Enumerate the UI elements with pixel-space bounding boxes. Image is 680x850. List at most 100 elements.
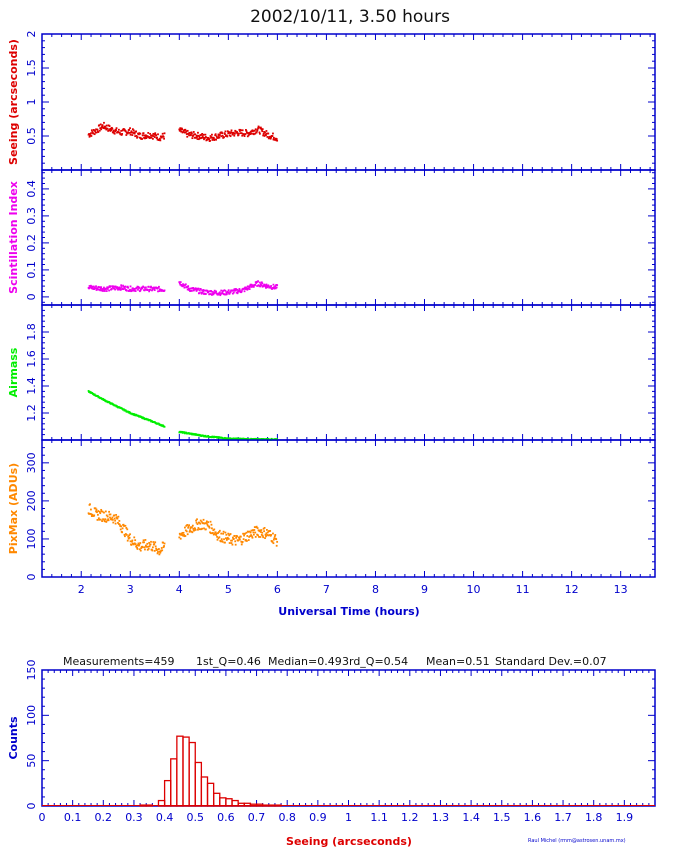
data-point — [202, 133, 205, 136]
data-point — [237, 290, 239, 293]
data-point — [187, 525, 190, 528]
data-point — [221, 540, 224, 543]
histogram-bar — [170, 758, 178, 807]
data-point — [259, 132, 261, 135]
data-point — [258, 535, 260, 538]
data-point — [144, 539, 147, 541]
data-point — [207, 290, 210, 293]
data-point — [103, 121, 105, 124]
data-point — [250, 283, 253, 286]
data-point — [119, 287, 122, 290]
data-point — [111, 516, 114, 519]
seeing-histogram: Measurements=459 1st_Q=0.46 Median=0.49 3rd… — [7, 655, 656, 848]
data-point — [181, 128, 184, 130]
data-point — [255, 131, 258, 134]
panel-frame — [41, 169, 656, 306]
data-point — [108, 289, 110, 292]
data-point — [182, 531, 185, 534]
data-point — [118, 131, 121, 134]
data-point — [233, 134, 236, 137]
data-point — [108, 513, 111, 516]
data-point — [120, 286, 123, 288]
data-point — [269, 135, 272, 138]
data-point — [182, 283, 184, 286]
data-point — [255, 280, 258, 283]
data-point — [138, 132, 141, 135]
data-point — [114, 519, 117, 522]
data-point — [227, 538, 230, 540]
data-point — [123, 525, 125, 527]
data-point — [225, 293, 227, 296]
histogram-bar — [219, 797, 227, 807]
data-point — [185, 133, 188, 135]
data-point — [90, 508, 92, 511]
data-point — [275, 138, 278, 140]
data-point — [91, 287, 94, 289]
data-point — [106, 286, 109, 289]
data-point — [141, 287, 144, 290]
data-point — [147, 285, 150, 288]
data-point — [116, 287, 118, 290]
data-point — [217, 293, 220, 296]
data-point — [204, 136, 207, 138]
data-point — [224, 133, 226, 135]
data-point — [123, 286, 126, 289]
data-point — [113, 132, 116, 135]
data-point — [133, 413, 136, 416]
data-point — [98, 518, 101, 521]
data-point — [101, 125, 103, 128]
data-point — [134, 539, 137, 542]
data-point — [147, 545, 150, 548]
data-point — [181, 430, 184, 433]
data-point — [190, 132, 193, 135]
data-point — [235, 288, 238, 290]
data-point — [159, 135, 162, 138]
data-point — [144, 286, 147, 289]
data-point — [127, 535, 130, 538]
data-point — [159, 288, 162, 291]
data-point — [184, 526, 186, 529]
data-point — [247, 132, 250, 135]
data-point — [276, 139, 279, 142]
data-point — [118, 523, 121, 526]
data-point — [179, 283, 182, 286]
data-point — [265, 134, 267, 137]
data-point — [274, 287, 277, 290]
data-point — [221, 132, 224, 135]
data-point — [154, 541, 157, 544]
data-point — [149, 288, 151, 291]
data-point — [195, 288, 197, 291]
data-point — [220, 532, 223, 535]
data-point — [113, 514, 116, 517]
data-point — [264, 284, 266, 287]
y-tick-label: 0 — [25, 574, 38, 581]
data-point — [243, 135, 246, 137]
data-point — [136, 285, 139, 288]
data-point — [148, 545, 151, 548]
data-point — [186, 524, 189, 526]
data-point — [126, 528, 129, 531]
data-point — [141, 546, 144, 549]
data-point — [88, 133, 90, 135]
data-point — [151, 288, 154, 291]
data-point — [114, 288, 117, 291]
data-point — [133, 542, 136, 545]
data-point — [96, 287, 99, 290]
data-point — [254, 132, 257, 135]
data-point — [124, 533, 127, 535]
data-point — [92, 132, 95, 135]
data-point — [191, 137, 194, 140]
data-point — [248, 286, 251, 289]
y-tick-label: 1.5 — [25, 59, 38, 77]
data-point — [90, 132, 92, 135]
data-point — [259, 126, 262, 129]
data-point — [250, 529, 253, 532]
x-tick-label: 4 — [176, 583, 183, 596]
data-point — [231, 543, 234, 546]
data-point — [225, 537, 227, 540]
data-point — [245, 288, 248, 290]
data-point — [228, 534, 231, 537]
data-point — [260, 127, 263, 130]
data-point — [128, 411, 131, 413]
data-point — [132, 129, 135, 132]
